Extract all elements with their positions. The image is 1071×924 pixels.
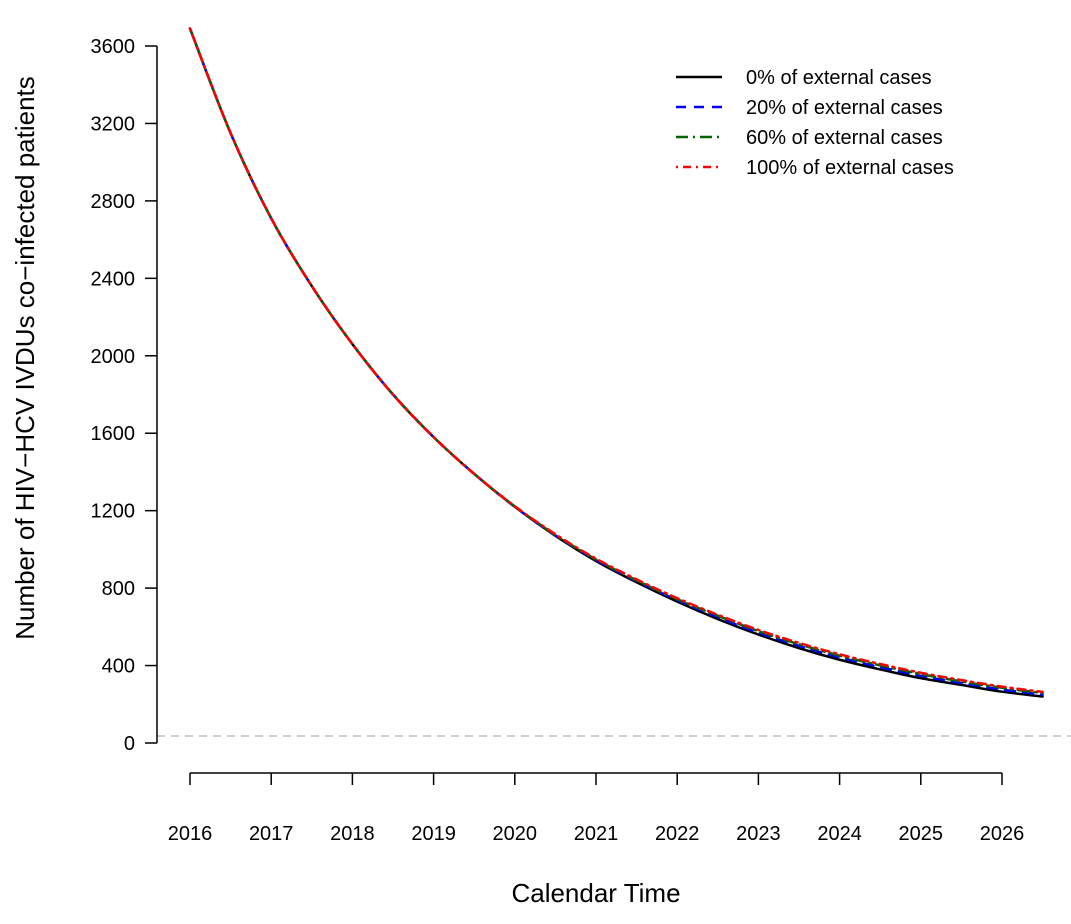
y-tick-label: 0: [124, 733, 135, 755]
series-line-3: [188, 27, 1044, 694]
y-tick-label: 800: [102, 578, 135, 600]
series-lines: [188, 27, 1044, 698]
x-tick-label: 2019: [411, 823, 456, 845]
x-axis-label: Calendar Time: [511, 878, 680, 908]
y-tick-label: 2000: [91, 346, 136, 368]
y-ticks: 0 400 800 1200 1600 2000 2400 2800 3200 3600: [91, 36, 157, 755]
y-tick-label: 1200: [91, 501, 136, 523]
x-tick-label: 2022: [655, 823, 700, 845]
legend: 0% of external cases 20% of external case…: [676, 67, 954, 179]
y-tick-label: 3200: [91, 113, 136, 135]
legend-label-2: 60% of external cases: [746, 127, 943, 149]
y-tick-label: 2800: [91, 191, 136, 213]
x-tick-label: 2023: [736, 823, 781, 845]
y-axis-label: Number of HIV−HCV IVDUs co−infected pati…: [10, 76, 40, 640]
x-tick-label: 2021: [574, 823, 619, 845]
legend-label-1: 20% of external cases: [746, 97, 943, 119]
x-tick-label: 2025: [899, 823, 944, 845]
series-line-2: [188, 27, 1044, 695]
y-tick-label: 3600: [91, 36, 136, 58]
x-tick-label: 2020: [493, 823, 538, 845]
x-tick-label: 2017: [249, 823, 294, 845]
x-tick-label: 2018: [330, 823, 375, 845]
y-tick-label: 1600: [91, 423, 136, 445]
x-ticks: 2016 2017 2018 2019 2020 2021 2022 2023 2024 2025…: [168, 773, 1025, 845]
x-tick-label: 2024: [817, 823, 862, 845]
y-tick-label: 400: [102, 656, 135, 678]
x-tick-label: 2026: [980, 823, 1025, 845]
y-tick-label: 2400: [91, 268, 136, 290]
legend-label-3: 100% of external cases: [746, 157, 954, 179]
x-tick-label: 2016: [168, 823, 213, 845]
legend-label-0: 0% of external cases: [746, 67, 932, 89]
